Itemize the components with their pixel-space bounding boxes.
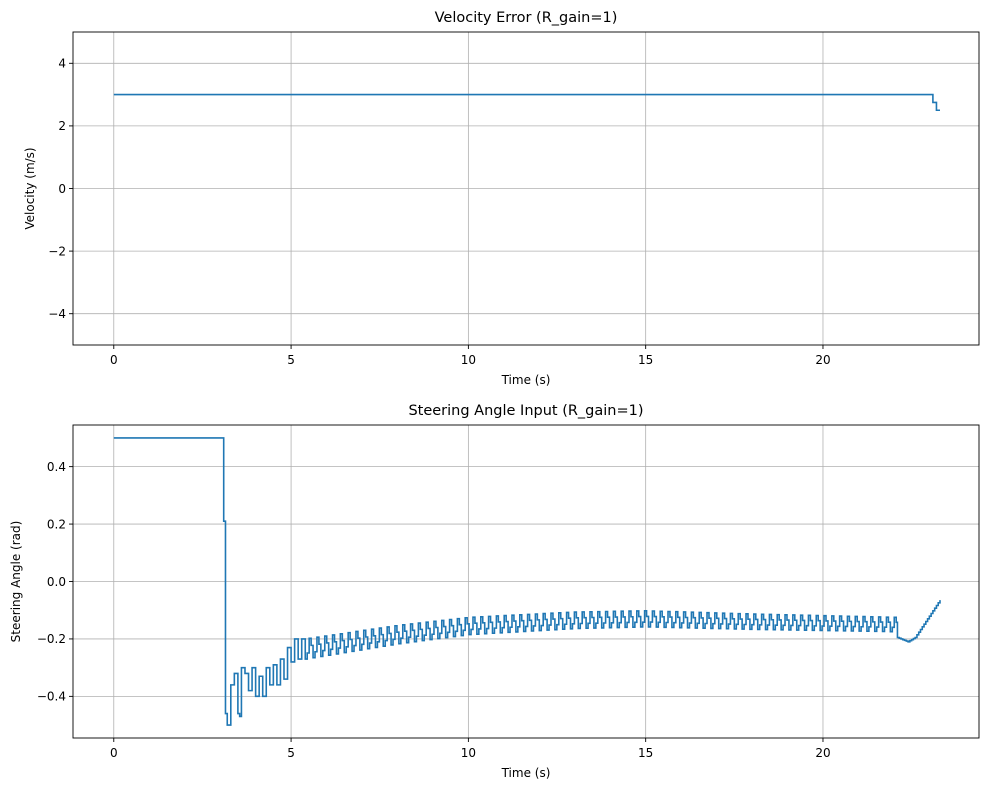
steering-angle-y-tick-label-1: −0.2 (37, 632, 66, 646)
velocity-error-y-ticks: −4 −2 0 2 4 (48, 57, 73, 321)
velocity-error-x-tick-label-1: 5 (287, 353, 295, 367)
velocity-error-x-tick-label-0: 0 (110, 353, 118, 367)
steering-angle-x-tick-label-3: 15 (638, 746, 653, 760)
steering-angle-y-tick-label-3: 0.2 (47, 517, 66, 531)
steering-angle-x-tick-label-1: 5 (287, 746, 295, 760)
steering-angle-title: Steering Angle Input (R_gain=1) (408, 403, 643, 419)
steering-angle-y-tick-label-4: 0.4 (47, 460, 66, 474)
steering-angle-series (113, 437, 941, 726)
steering-angle-grid (73, 425, 979, 738)
velocity-error-title: Velocity Error (R_gain=1) (435, 10, 618, 26)
steering-angle-axes: 0 5 10 15 20 −0.4 −0.2 0.0 0.2 0.4 Steering Angl… (9, 403, 980, 780)
velocity-error-y-label: Velocity (m/s) (23, 147, 37, 229)
velocity-error-axes: 0 5 10 15 20 −4 −2 0 2 4 Velocity Error (R_gain=… (23, 10, 980, 387)
steering-angle-x-tick-label-2: 10 (461, 746, 476, 760)
velocity-error-grid (73, 32, 979, 345)
velocity-error-x-ticks: 0 5 10 15 20 (110, 345, 831, 367)
velocity-error-series-line (113, 93, 940, 112)
steering-angle-x-label: Time (s) (501, 766, 551, 780)
velocity-error-x-tick-label-3: 15 (638, 353, 653, 367)
velocity-error-y-tick-label-1: −2 (48, 244, 66, 258)
velocity-error-y-tick-label-4: 4 (58, 57, 66, 71)
steering-angle-x-ticks: 0 5 10 15 20 (110, 738, 831, 760)
velocity-error-y-tick-label-2: 0 (58, 182, 66, 196)
velocity-error-y-tick-label-0: −4 (48, 307, 66, 321)
velocity-error-series (113, 93, 940, 112)
steering-angle-series-line (113, 437, 941, 726)
velocity-error-x-tick-label-4: 20 (815, 353, 830, 367)
steering-angle-y-tick-label-0: −0.4 (37, 690, 66, 704)
steering-angle-y-label: Steering Angle (rad) (9, 521, 23, 643)
velocity-error-y-tick-label-3: 2 (58, 119, 66, 133)
steering-angle-x-tick-label-4: 20 (815, 746, 830, 760)
velocity-error-x-tick-label-2: 10 (461, 353, 476, 367)
steering-angle-y-ticks: −0.4 −0.2 0.0 0.2 0.4 (37, 460, 73, 704)
steering-angle-x-tick-label-0: 0 (110, 746, 118, 760)
steering-angle-y-tick-label-2: 0.0 (47, 575, 66, 589)
velocity-error-x-label: Time (s) (501, 373, 551, 387)
